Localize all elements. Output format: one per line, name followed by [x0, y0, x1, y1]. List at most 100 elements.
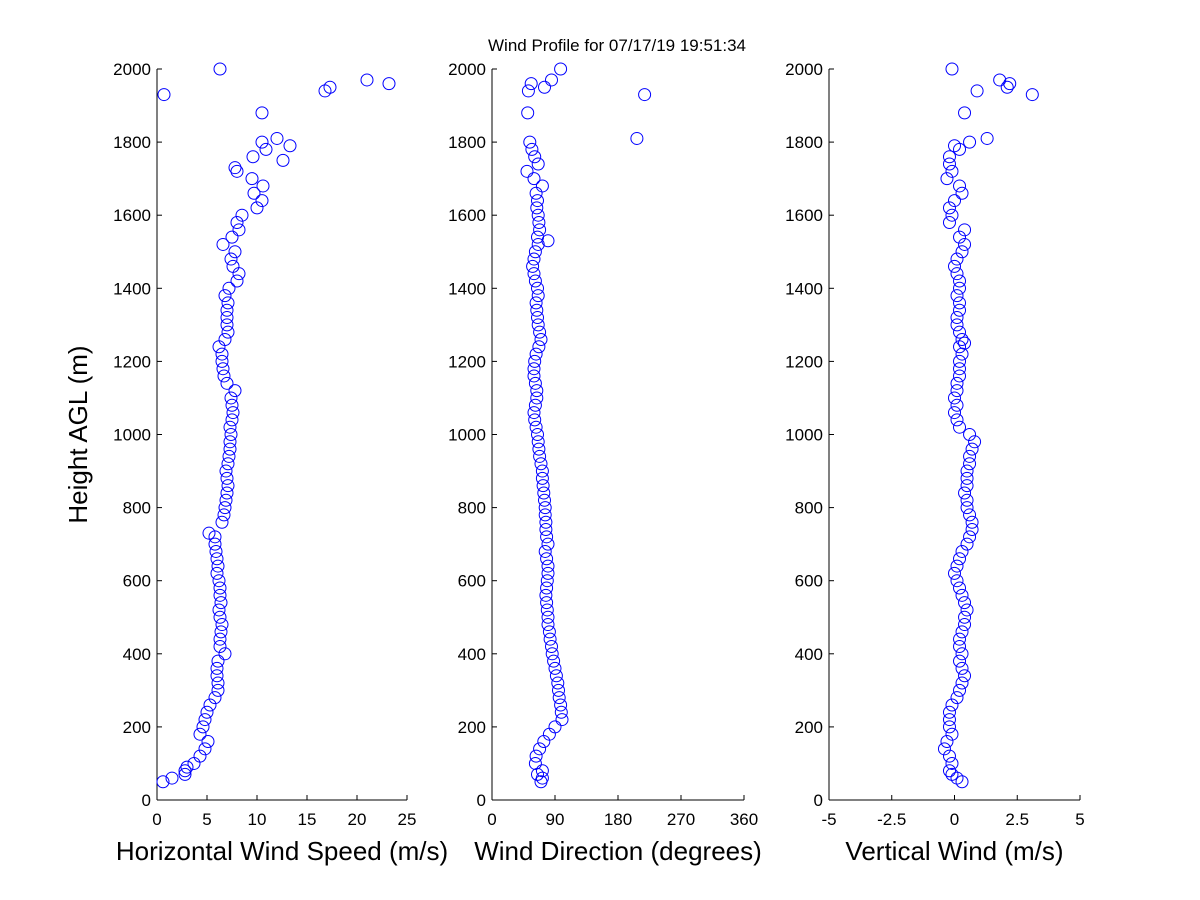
data-point — [527, 267, 541, 281]
data-point — [960, 479, 974, 493]
data-point — [958, 237, 972, 251]
data-point — [942, 216, 956, 230]
data-point — [530, 303, 544, 317]
data-point — [211, 683, 225, 697]
data-point — [165, 771, 179, 785]
data-point — [535, 471, 549, 485]
data-point — [230, 274, 244, 288]
y-tick-label: 200 — [458, 718, 486, 737]
y-tick-label: 400 — [795, 645, 823, 664]
data-point — [283, 139, 297, 153]
y-axis-label: Height AGL (m) — [63, 345, 93, 523]
data-point — [215, 347, 229, 361]
data-point — [529, 186, 543, 200]
x-tick-label: 0 — [950, 810, 959, 829]
data-point — [203, 698, 217, 712]
data-point — [528, 756, 542, 770]
data-point — [539, 515, 553, 529]
data-point — [554, 698, 568, 712]
data-point — [180, 760, 194, 774]
y-tick-label: 600 — [458, 572, 486, 591]
data-point — [953, 281, 967, 295]
data-point — [953, 369, 967, 383]
data-point — [531, 194, 544, 208]
data-point — [527, 406, 541, 420]
x-tick-label: 5 — [202, 810, 211, 829]
data-point — [201, 735, 215, 749]
data-point — [958, 106, 972, 120]
data-point — [528, 398, 542, 412]
data-point — [549, 669, 563, 683]
data-point — [948, 194, 961, 208]
data-point — [945, 698, 959, 712]
data-point — [528, 245, 542, 259]
data-point — [953, 552, 967, 566]
data-point — [968, 435, 982, 449]
data-point — [533, 449, 547, 463]
y-tick-label: 2000 — [448, 60, 486, 79]
data-point — [960, 464, 974, 478]
data-point — [953, 303, 967, 317]
data-point — [953, 296, 967, 310]
data-point — [521, 84, 535, 98]
data-point — [224, 252, 238, 266]
y-tick-label: 1000 — [448, 426, 486, 445]
data-point — [232, 223, 246, 237]
data-point — [955, 347, 969, 361]
data-point — [532, 216, 546, 230]
data-point — [545, 647, 559, 661]
x-tick-label: 0 — [487, 810, 496, 829]
y-tick-label: 1400 — [113, 279, 151, 298]
data-point — [538, 501, 552, 515]
data-point — [950, 559, 964, 573]
data-point — [970, 84, 984, 98]
data-point — [527, 362, 541, 376]
x-axis-label: Vertical Wind (m/s) — [845, 836, 1063, 866]
y-tick-label: 0 — [477, 791, 486, 810]
data-point — [218, 647, 232, 661]
data-point — [211, 676, 225, 690]
data-point — [955, 661, 969, 675]
data-point — [955, 186, 969, 200]
data-point — [259, 142, 273, 156]
data-point — [993, 73, 1007, 87]
data-point — [638, 88, 652, 102]
data-point — [958, 610, 972, 624]
y-tick-label: 1800 — [113, 133, 151, 152]
data-point — [221, 325, 235, 339]
data-point — [538, 493, 551, 507]
data-point — [948, 406, 961, 420]
y-tick-label: 2000 — [113, 60, 151, 79]
data-point — [958, 618, 972, 632]
data-point — [531, 157, 545, 171]
data-point — [218, 332, 232, 346]
data-point — [547, 654, 561, 668]
x-tick-label: -2.5 — [877, 810, 906, 829]
data-point — [953, 420, 967, 434]
x-tick-label: -5 — [821, 810, 836, 829]
data-point — [531, 767, 544, 781]
data-point — [551, 676, 565, 690]
data-point — [211, 559, 225, 573]
data-point — [528, 354, 542, 368]
data-point — [198, 742, 212, 756]
data-point — [220, 486, 234, 500]
data-point — [554, 62, 568, 76]
data-point — [528, 413, 542, 427]
data-point — [360, 73, 374, 87]
data-point — [255, 106, 269, 120]
data-point — [532, 340, 546, 354]
data-point — [220, 311, 234, 325]
data-point — [953, 179, 967, 193]
y-tick-label: 1000 — [785, 426, 823, 445]
y-tick-label: 1800 — [448, 133, 486, 152]
data-point — [531, 428, 544, 441]
y-tick-label: 1800 — [785, 133, 823, 152]
x-tick-label: 180 — [604, 810, 632, 829]
data-point — [214, 625, 228, 639]
data-point — [942, 764, 956, 778]
data-point — [198, 713, 212, 727]
data-point — [555, 713, 569, 727]
data-point — [533, 742, 547, 756]
